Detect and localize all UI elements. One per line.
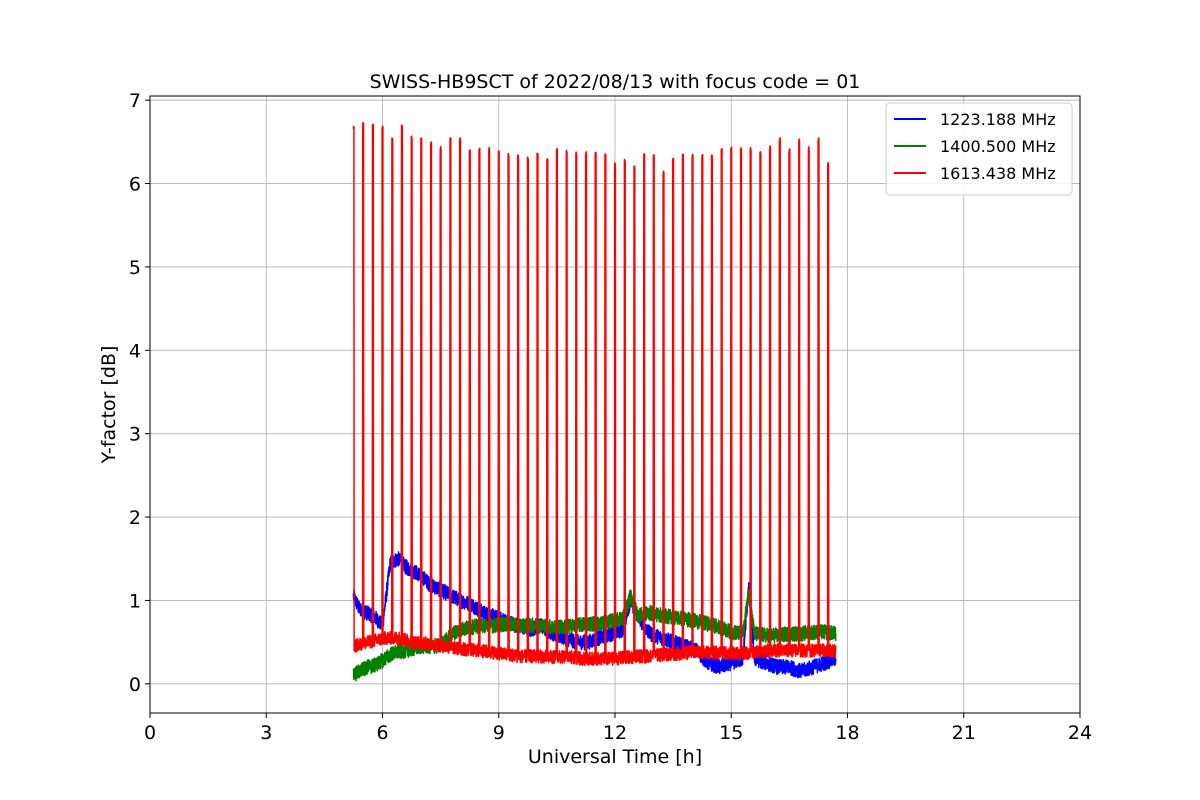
y-axis-ticks: 0 1 2 3 4 5 6 7 (129, 90, 150, 696)
x-tick-label: 0 (144, 722, 156, 744)
y-tick-label: 4 (129, 340, 141, 362)
x-tick-label: 18 (835, 722, 859, 744)
y-tick-label: 1 (129, 590, 141, 612)
y-tick-label: 6 (129, 174, 141, 196)
x-axis-ticks: 0 3 6 9 12 15 18 21 24 (144, 713, 1092, 744)
y-tick-label: 2 (129, 507, 141, 529)
legend-label: 1400.500 MHz (940, 137, 1056, 156)
y-tick-label: 3 (129, 424, 141, 446)
x-tick-label: 12 (603, 722, 627, 744)
x-tick-label: 6 (376, 722, 388, 744)
y-tick-label: 0 (129, 674, 141, 696)
chart-title: SWISS-HB9SCT of 2022/08/13 with focus co… (370, 71, 861, 93)
legend-label: 1613.438 MHz (940, 164, 1056, 183)
legend-box (885, 102, 1073, 196)
y-axis-label: Y-factor [dB] (98, 346, 120, 465)
x-tick-label: 15 (719, 722, 743, 744)
x-tick-label: 3 (260, 722, 272, 744)
x-axis-label: Universal Time [h] (528, 746, 702, 768)
series-line-3 (352, 121, 837, 667)
y-tick-label: 5 (129, 257, 141, 279)
legend-label: 1223.188 MHz (940, 110, 1056, 129)
x-tick-label: 24 (1068, 722, 1092, 744)
series-layer (352, 121, 837, 682)
x-tick-label: 9 (493, 722, 505, 744)
x-tick-label: 21 (952, 722, 976, 744)
legend: 1223.188 MHz 1400.500 MHz 1613.438 MHz (885, 102, 1073, 196)
y-tick-label: 7 (129, 90, 141, 112)
